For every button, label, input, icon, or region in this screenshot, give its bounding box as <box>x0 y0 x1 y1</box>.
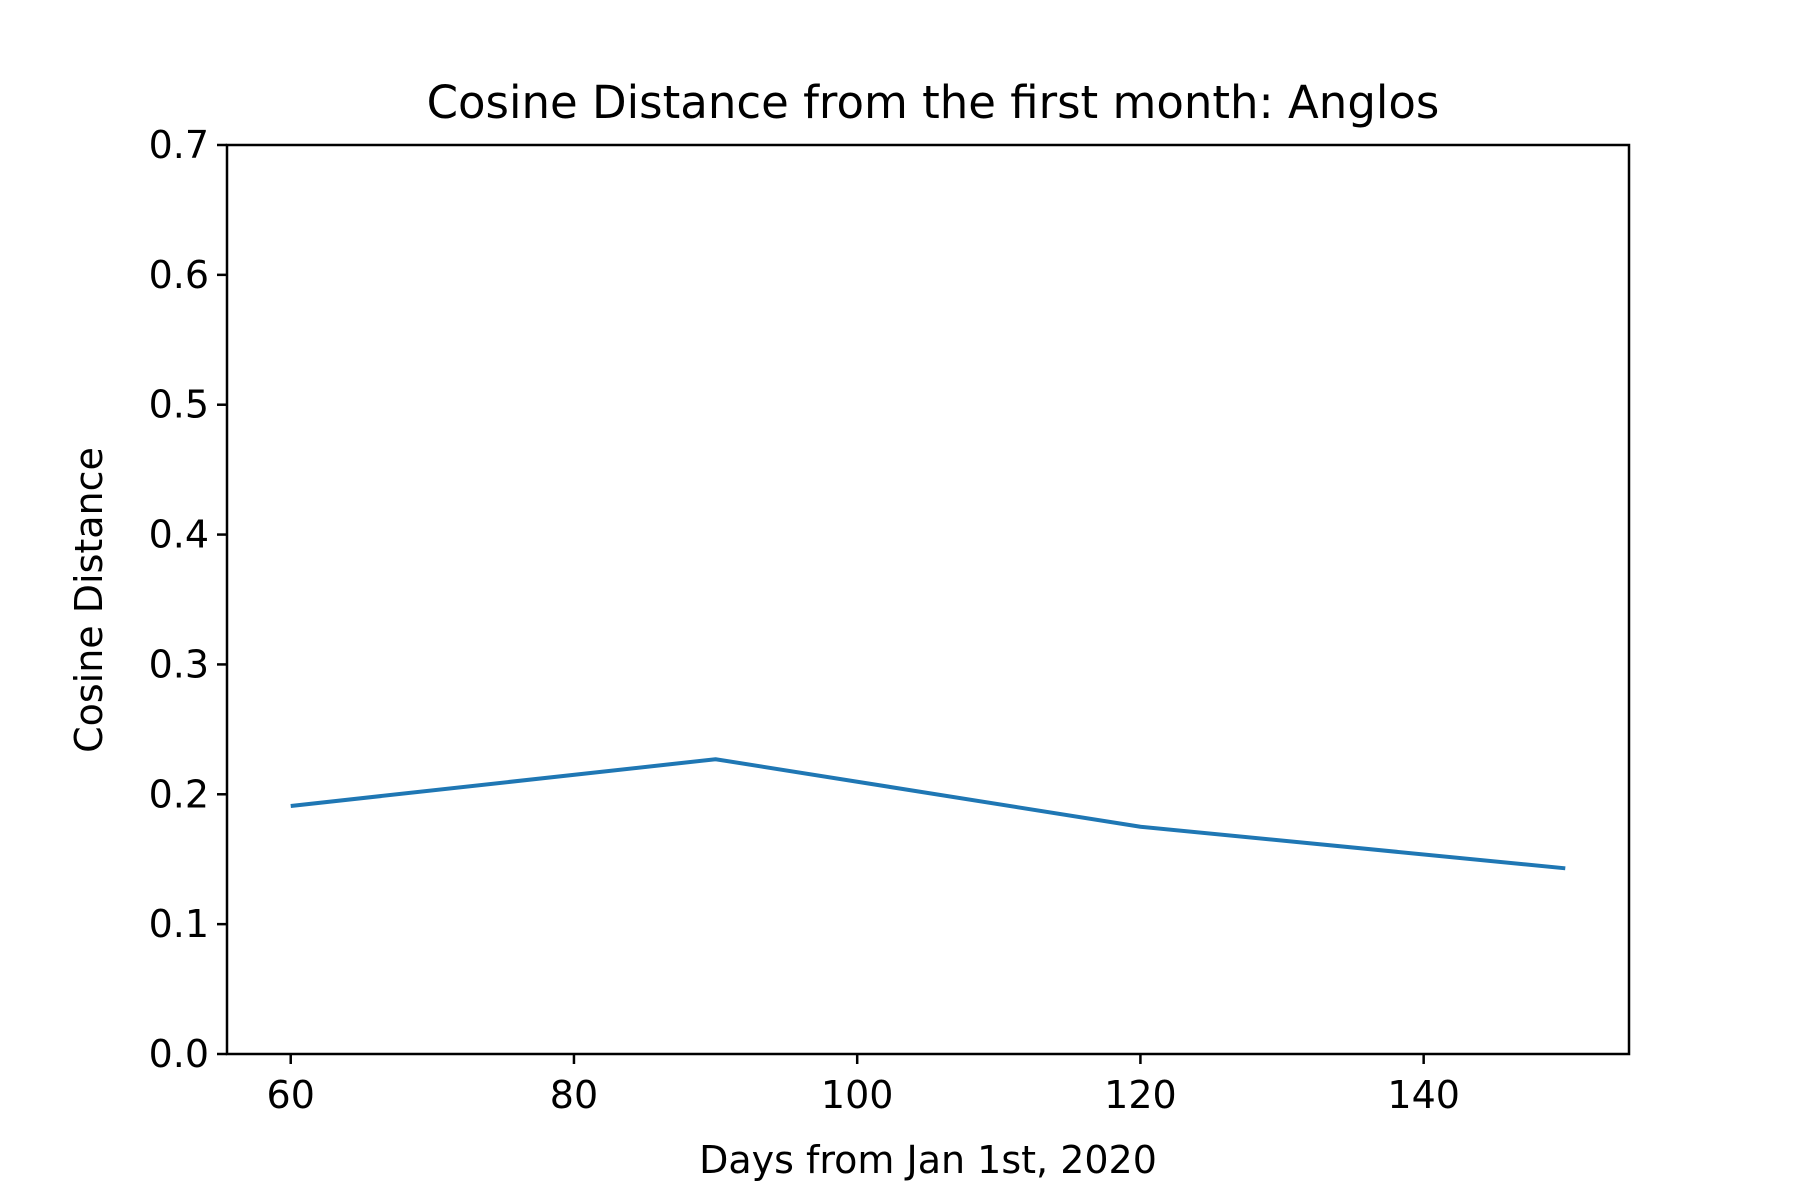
y-tick-label: 0.2 <box>149 772 209 816</box>
y-tick-label: 0.7 <box>149 123 209 167</box>
x-tick-label: 60 <box>267 1073 315 1117</box>
data-point <box>715 759 716 760</box>
data-point <box>1140 826 1141 827</box>
data-point <box>290 805 291 806</box>
series-line <box>290 757 1566 871</box>
x-tick-label: 100 <box>821 1073 894 1117</box>
x-tick-label: 140 <box>1387 1073 1460 1117</box>
y-tick-label: 0.6 <box>149 253 209 297</box>
y-tick-label: 0.4 <box>149 513 209 557</box>
y-tick-label: 0.3 <box>149 642 209 686</box>
series-layer <box>290 757 1566 871</box>
x-axis-ticks: 60 80 100 120 140 <box>267 1054 1460 1117</box>
plot-area: 60 80 100 120 140 0.0 0.1 0.2 0.3 0.4 0.5 0.6 0.7 <box>149 123 1631 1117</box>
y-axis-ticks: 0.0 0.1 0.2 0.3 0.4 0.5 0.6 0.7 <box>149 123 227 1076</box>
data-point <box>1565 868 1566 869</box>
y-tick-label: 0.1 <box>149 902 209 946</box>
axes-frame <box>225 143 1631 1056</box>
x-axis-label: Days from Jan 1st, 2020 <box>699 1138 1157 1182</box>
chart-title: Cosine Distance from the first month: An… <box>427 76 1440 129</box>
y-tick-label: 0.0 <box>149 1032 209 1076</box>
x-tick-label: 80 <box>550 1073 598 1117</box>
x-tick-label: 120 <box>1104 1073 1177 1117</box>
y-axis-label: Cosine Distance <box>67 447 111 753</box>
y-tick-label: 0.5 <box>149 383 209 427</box>
